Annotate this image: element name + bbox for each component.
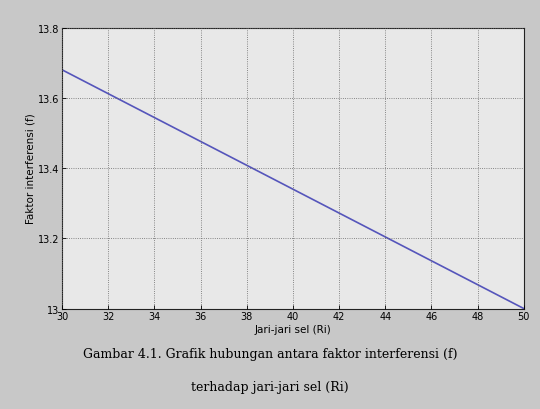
Text: Gambar 4.1. Grafik hubungan antara faktor interferensi (f): Gambar 4.1. Grafik hubungan antara fakto… xyxy=(83,347,457,360)
Y-axis label: Faktor interferensi (f): Faktor interferensi (f) xyxy=(25,113,35,224)
Text: terhadap jari-jari sel (Ri): terhadap jari-jari sel (Ri) xyxy=(191,380,349,393)
X-axis label: Jari-jari sel (Ri): Jari-jari sel (Ri) xyxy=(254,324,332,334)
